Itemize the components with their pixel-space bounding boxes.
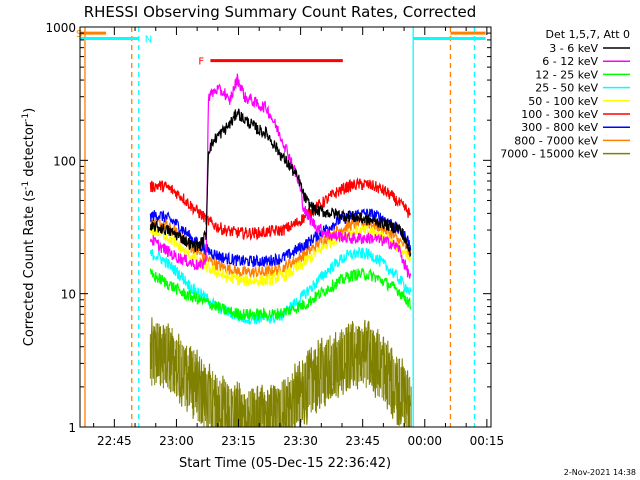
y-axis-label-sup-2: -1 — [21, 113, 31, 122]
legend-label-2: 6 - 12 keV — [542, 55, 598, 68]
x-tick-label: 23:45 — [345, 434, 380, 448]
series-5 — [149, 224, 412, 287]
state-bar-label-N: N — [145, 34, 152, 45]
series-2 — [149, 73, 412, 279]
legend-title: Det 1,5,7, Att 0 — [546, 28, 630, 41]
x-tick-label: 00:15 — [470, 434, 505, 448]
y-axis-label-part-3: ) — [22, 108, 37, 113]
legend-label-4: 25 - 50 keV — [535, 82, 598, 95]
y-axis-label-part-2: detector — [22, 121, 37, 181]
vertical-markers — [84, 27, 476, 427]
x-tick-label: 00:00 — [407, 434, 442, 448]
series-layer — [149, 73, 412, 427]
series-line-6 — [149, 177, 412, 241]
y-tick-label: 100 — [53, 154, 76, 168]
y-axis-ticks: 1 10 100 1000 — [45, 21, 491, 435]
series-9 — [149, 317, 412, 427]
legend-label-6: 100 - 300 keV — [521, 108, 598, 121]
y-axis-label-sup-1: -1 — [21, 181, 31, 190]
footer-timestamp: 2-Nov-2021 14:38 — [564, 468, 636, 477]
series-line-2 — [149, 73, 412, 279]
x-axis-label: Start Time (05-Dec-15 22:36:42) — [179, 456, 391, 471]
series-1 — [149, 108, 412, 257]
x-tick-label: 23:00 — [159, 434, 194, 448]
state-bars: S N F — [76, 29, 486, 68]
series-6 — [149, 177, 412, 241]
legend-label-9: 7000 - 15000 keV — [500, 148, 598, 161]
series-line-3 — [149, 267, 412, 322]
x-tick-label: 23:30 — [283, 434, 318, 448]
x-axis-ticks: 22:45 23:00 23:15 23:30 23:45 00:00 00:15 — [93, 27, 505, 448]
series-line-1 — [149, 108, 412, 257]
legend-label-1: 3 - 6 keV — [549, 42, 598, 55]
x-tick-label: 23:15 — [221, 434, 256, 448]
y-tick-label: 10 — [61, 288, 76, 302]
state-bar-label-S: S — [76, 29, 82, 40]
x-tick-label: 22:45 — [97, 434, 132, 448]
legend-label-8: 800 - 7000 keV — [514, 134, 598, 147]
legend-label-5: 50 - 100 keV — [528, 95, 598, 108]
series-line-5 — [149, 224, 412, 287]
plot-frame — [79, 26, 492, 428]
y-axis-label: Corrected Count Rate (s-1 detector-1) — [21, 108, 37, 346]
series-3 — [149, 267, 412, 322]
state-bar-label-F: F — [198, 57, 204, 68]
legend-label-7: 300 - 800 keV — [521, 121, 598, 134]
y-tick-label: 1 — [68, 421, 76, 435]
legend-label-3: 12 - 25 keV — [535, 68, 598, 81]
chart-title: RHESSI Observing Summary Count Rates, Co… — [84, 3, 477, 21]
y-axis-label-part-1: Corrected Count Rate (s — [22, 190, 37, 347]
y-tick-label: 1000 — [45, 21, 76, 35]
